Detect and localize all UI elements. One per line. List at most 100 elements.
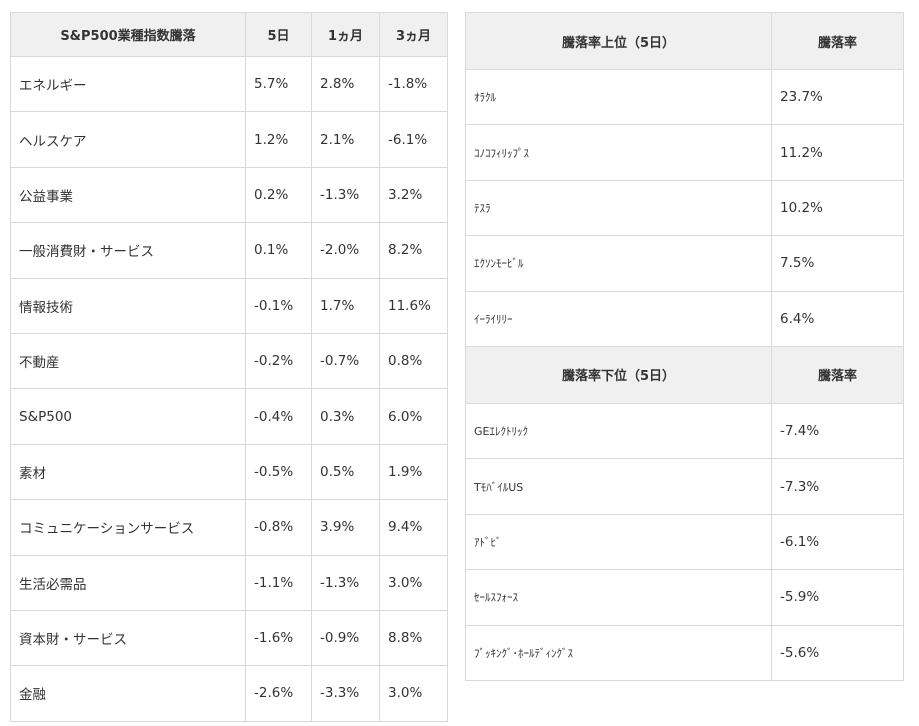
sector-name: 不動産 [10,332,246,390]
table-row: ｺﾉｺﾌｨﾘｯﾌﾟｽ 11.2% [465,124,904,181]
sector-5day: -0.5% [245,443,312,501]
table-header-row: S&P500業種指数騰落 5日 1ヵ月 3ヵ月 [10,12,448,57]
table-row: 一般消費財・サービス 0.1% -2.0% 8.2% [10,222,448,279]
table-row: ｴｸｿﾝﾓｰﾋﾞﾙ 7.5% [465,235,904,292]
sector-name: 情報技術 [10,277,246,334]
sector-name: エネルギー [10,55,246,113]
gainers-header-rate: 騰落率 [771,12,904,70]
loser-name: ｾｰﾙｽﾌｫｰｽ [465,569,772,626]
sector-3month: 3.0% [379,665,448,722]
table-row: TﾓﾊﾞｲﾙUS -7.3% [465,458,904,515]
sector-1month: 0.5% [311,443,380,501]
table-row: 金融 -2.6% -3.3% 3.0% [10,665,448,722]
sector-3month: 9.4% [379,499,448,556]
sector-1month: -0.7% [311,332,380,390]
gainer-rate: 6.4% [771,290,904,347]
sector-5day: 0.2% [245,166,312,224]
table-row: ｾｰﾙｽﾌｫｰｽ -5.9% [465,569,904,626]
sector-name: コミュニケーションサービス [10,499,246,556]
loser-rate: -7.3% [771,458,904,515]
sector-name: S&P500 [10,388,246,445]
sector-1month: -2.0% [311,222,380,279]
sector-5day: -1.6% [245,609,312,667]
table-row: エネルギー 5.7% 2.8% -1.8% [10,55,448,113]
sector-performance-table: S&P500業種指数騰落 5日 1ヵ月 3ヵ月 エネルギー 5.7% 2.8% … [10,12,448,722]
loser-name: ﾌﾞｯｷﾝｸﾞ･ﾎｰﾙﾃﾞｨﾝｸﾞｽ [465,624,772,681]
sector-3month: 11.6% [379,277,448,334]
loser-rate: -5.6% [771,624,904,681]
sector-3month: 3.0% [379,554,448,611]
table-row: 生活必需品 -1.1% -1.3% 3.0% [10,554,448,611]
sector-5day: -0.1% [245,277,312,334]
table-row: S&P500 -0.4% 0.3% 6.0% [10,388,448,445]
table-row: ﾃｽﾗ 10.2% [465,179,904,237]
sector-1month: -0.9% [311,609,380,667]
gainer-name: ｺﾉｺﾌｨﾘｯﾌﾟｽ [465,124,772,181]
sector-1month: 3.9% [311,499,380,556]
gainer-rate: 7.5% [771,235,904,292]
column-header-5day: 5日 [245,12,312,57]
loser-name: TﾓﾊﾞｲﾙUS [465,458,772,515]
sector-name: 資本財・サービス [10,609,246,667]
gainer-rate: 23.7% [771,68,904,126]
gainer-name: ﾃｽﾗ [465,179,772,237]
gainer-rate: 11.2% [771,124,904,181]
sector-3month: 0.8% [379,332,448,390]
sector-1month: 0.3% [311,388,380,445]
gainers-header-title: 騰落率上位（5日） [465,12,772,70]
table-row: ｱﾄﾞﾋﾞ -6.1% [465,513,904,571]
sector-3month: -6.1% [379,111,448,168]
sector-5day: -0.2% [245,332,312,390]
sector-1month: 1.7% [311,277,380,334]
column-header-1month: 1ヵ月 [311,12,380,57]
table-row: 素材 -0.5% 0.5% 1.9% [10,443,448,501]
sector-name: 生活必需品 [10,554,246,611]
sector-1month: -3.3% [311,665,380,722]
sector-1month: -1.3% [311,166,380,224]
loser-rate: -5.9% [771,569,904,626]
loser-rate: -7.4% [771,402,904,460]
table-row: 資本財・サービス -1.6% -0.9% 8.8% [10,609,448,667]
loser-name: GEｴﾚｸﾄﾘｯｸ [465,402,772,460]
table-row: ｵﾗｸﾙ 23.7% [465,68,904,126]
sector-name: 素材 [10,443,246,501]
table-row: 情報技術 -0.1% 1.7% 11.6% [10,277,448,334]
table-row: ｲｰﾗｲﾘﾘｰ 6.4% [465,290,904,347]
sector-name: 金融 [10,665,246,722]
column-header-3month: 3ヵ月 [379,12,448,57]
sector-3month: 8.8% [379,609,448,667]
sector-5day: -0.4% [245,388,312,445]
table-row: 公益事業 0.2% -1.3% 3.2% [10,166,448,224]
sector-1month: -1.3% [311,554,380,611]
sector-5day: -1.1% [245,554,312,611]
sector-name: ヘルスケア [10,111,246,168]
gainer-name: ｵﾗｸﾙ [465,68,772,126]
table-row: ヘルスケア 1.2% 2.1% -6.1% [10,111,448,168]
gainers-header-row: 騰落率上位（5日） 騰落率 [465,12,904,70]
column-header-sector: S&P500業種指数騰落 [10,12,246,57]
sector-5day: 1.2% [245,111,312,168]
gainer-name: ｲｰﾗｲﾘﾘｰ [465,290,772,347]
top-movers-table: 騰落率上位（5日） 騰落率 ｵﾗｸﾙ 23.7% ｺﾉｺﾌｨﾘｯﾌﾟｽ 11.2… [465,12,904,681]
table-row: ﾌﾞｯｷﾝｸﾞ･ﾎｰﾙﾃﾞｨﾝｸﾞｽ -5.6% [465,624,904,681]
sector-5day: -0.8% [245,499,312,556]
sector-5day: -2.6% [245,665,312,722]
sector-name: 公益事業 [10,166,246,224]
losers-header-rate: 騰落率 [771,345,904,404]
table-row: 不動産 -0.2% -0.7% 0.8% [10,332,448,390]
sector-1month: 2.8% [311,55,380,113]
loser-name: ｱﾄﾞﾋﾞ [465,513,772,571]
sector-5day: 5.7% [245,55,312,113]
sector-5day: 0.1% [245,222,312,279]
sector-3month: 6.0% [379,388,448,445]
gainer-name: ｴｸｿﾝﾓｰﾋﾞﾙ [465,235,772,292]
losers-header-row: 騰落率下位（5日） 騰落率 [465,345,904,404]
table-row: コミュニケーションサービス -0.8% 3.9% 9.4% [10,499,448,556]
losers-header-title: 騰落率下位（5日） [465,345,772,404]
sector-3month: -1.8% [379,55,448,113]
table-row: GEｴﾚｸﾄﾘｯｸ -7.4% [465,402,904,460]
loser-rate: -6.1% [771,513,904,571]
sector-3month: 8.2% [379,222,448,279]
sector-3month: 3.2% [379,166,448,224]
sector-name: 一般消費財・サービス [10,222,246,279]
